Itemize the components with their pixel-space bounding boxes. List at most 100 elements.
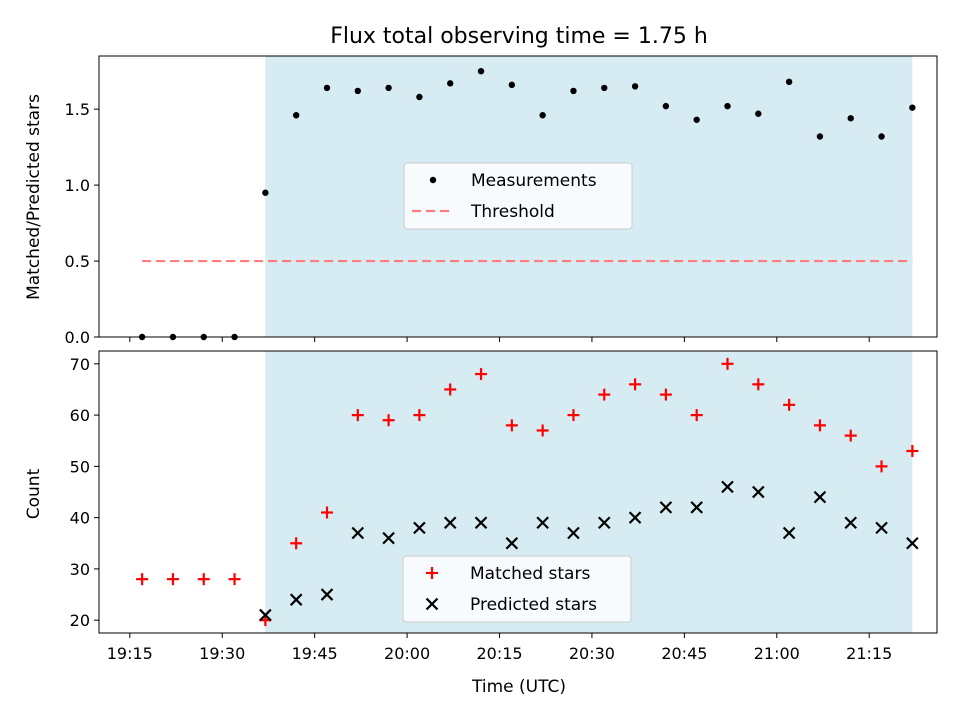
y-tick-label: 20 — [70, 611, 90, 630]
data-point — [631, 83, 639, 90]
data-point — [354, 87, 361, 95]
legend-label: Threshold — [470, 202, 555, 222]
y-tick-label: 70 — [70, 355, 90, 374]
data-point — [413, 521, 426, 535]
data-point — [878, 133, 885, 140]
data-point — [659, 388, 672, 401]
data-point — [444, 383, 457, 396]
legend-swatch — [429, 176, 437, 184]
data-point — [782, 526, 796, 540]
data-point — [785, 78, 793, 86]
y-tick-label: 1.5 — [65, 100, 90, 119]
data-point — [413, 409, 426, 422]
data-point — [844, 516, 858, 530]
y-tick-label: 1.0 — [65, 176, 90, 195]
chart-title: Flux total observing time = 1.75 h — [330, 24, 708, 49]
legend-label: Measurements — [471, 171, 597, 191]
legend-label: Matched stars — [470, 564, 590, 584]
x-tick-label: 20:30 — [569, 644, 615, 663]
plot-frame — [98, 55, 938, 338]
x-tick-label: 20:00 — [384, 644, 430, 663]
data-point — [536, 424, 549, 437]
data-point — [875, 521, 888, 535]
top-panel: 0.0 0.5 1.0 1.5 Measurements Threshold — [65, 55, 938, 347]
data-point — [505, 536, 519, 550]
data-point — [724, 102, 731, 110]
data-point — [416, 93, 423, 101]
data-point — [628, 511, 642, 524]
data-point — [690, 409, 703, 422]
data-point — [844, 429, 857, 442]
legend-swatch — [426, 567, 438, 579]
data-point — [597, 516, 611, 530]
data-point — [259, 608, 272, 622]
data-point — [693, 116, 700, 123]
y-tick-label: 0.0 — [65, 328, 90, 347]
data-point — [906, 444, 919, 457]
x-tick-label: 19:30 — [199, 644, 245, 663]
data-point — [320, 588, 334, 601]
data-point — [629, 378, 642, 391]
data-point — [690, 501, 703, 514]
data-point — [289, 593, 303, 606]
data-point — [813, 419, 826, 432]
data-point — [909, 104, 916, 111]
data-point — [539, 112, 546, 119]
plot-frame — [98, 350, 938, 634]
data-point — [567, 526, 580, 540]
x-axis-label: Time (UTC) — [471, 677, 566, 697]
x-tick-label: 19:15 — [107, 644, 153, 663]
y-tick-label: 30 — [70, 560, 90, 579]
data-point — [320, 506, 333, 519]
data-point — [875, 460, 888, 473]
data-point — [721, 357, 734, 370]
legend-label: Predicted stars — [470, 595, 597, 615]
data-point — [166, 573, 179, 586]
data-point — [662, 102, 670, 110]
data-point — [508, 81, 516, 89]
data-point — [228, 573, 241, 586]
data-point — [847, 115, 854, 122]
data-point — [813, 490, 827, 504]
legend: Measurements Threshold — [403, 162, 633, 230]
y-tick-label: 50 — [70, 457, 90, 476]
data-point — [351, 409, 364, 422]
data-point — [659, 501, 673, 514]
data-point — [351, 526, 365, 540]
data-point — [474, 516, 488, 530]
data-point — [752, 485, 765, 499]
data-point — [567, 409, 580, 422]
data-point — [816, 133, 824, 140]
data-point — [197, 573, 210, 586]
x-tick-label: 21:00 — [754, 644, 800, 663]
data-point — [443, 516, 457, 530]
x-tick-label: 19:45 — [292, 644, 338, 663]
data-point — [447, 80, 454, 87]
data-point — [382, 531, 395, 545]
series-predicted-stars — [259, 480, 919, 622]
data-point — [783, 398, 796, 411]
legend-swatch — [425, 597, 439, 611]
data-point — [598, 388, 611, 401]
data-point — [292, 112, 300, 119]
bottom-panel: 20 30 40 50 60 70 19:15 19:30 19:45 20:00 20:15 20:… — [70, 350, 938, 663]
data-point — [475, 368, 488, 381]
y-tick-label: 40 — [70, 509, 90, 528]
data-point — [752, 378, 765, 391]
data-point — [477, 67, 485, 75]
y-tick-label: 60 — [70, 406, 90, 425]
data-point — [536, 516, 549, 530]
series-matched-stars — [136, 357, 919, 627]
data-point — [323, 84, 331, 92]
x-tick-label: 21:15 — [846, 644, 892, 663]
bottom-y-axis-label: Count — [24, 468, 44, 519]
legend-box — [402, 555, 632, 623]
data-point — [721, 480, 734, 494]
x-tick-label: 20:15 — [476, 644, 522, 663]
x-tick-label: 20:45 — [661, 644, 707, 663]
data-point — [262, 189, 269, 196]
legend: Matched stars Predicted stars — [402, 555, 632, 623]
data-point — [385, 84, 392, 92]
y-tick-label: 0.5 — [65, 252, 90, 271]
